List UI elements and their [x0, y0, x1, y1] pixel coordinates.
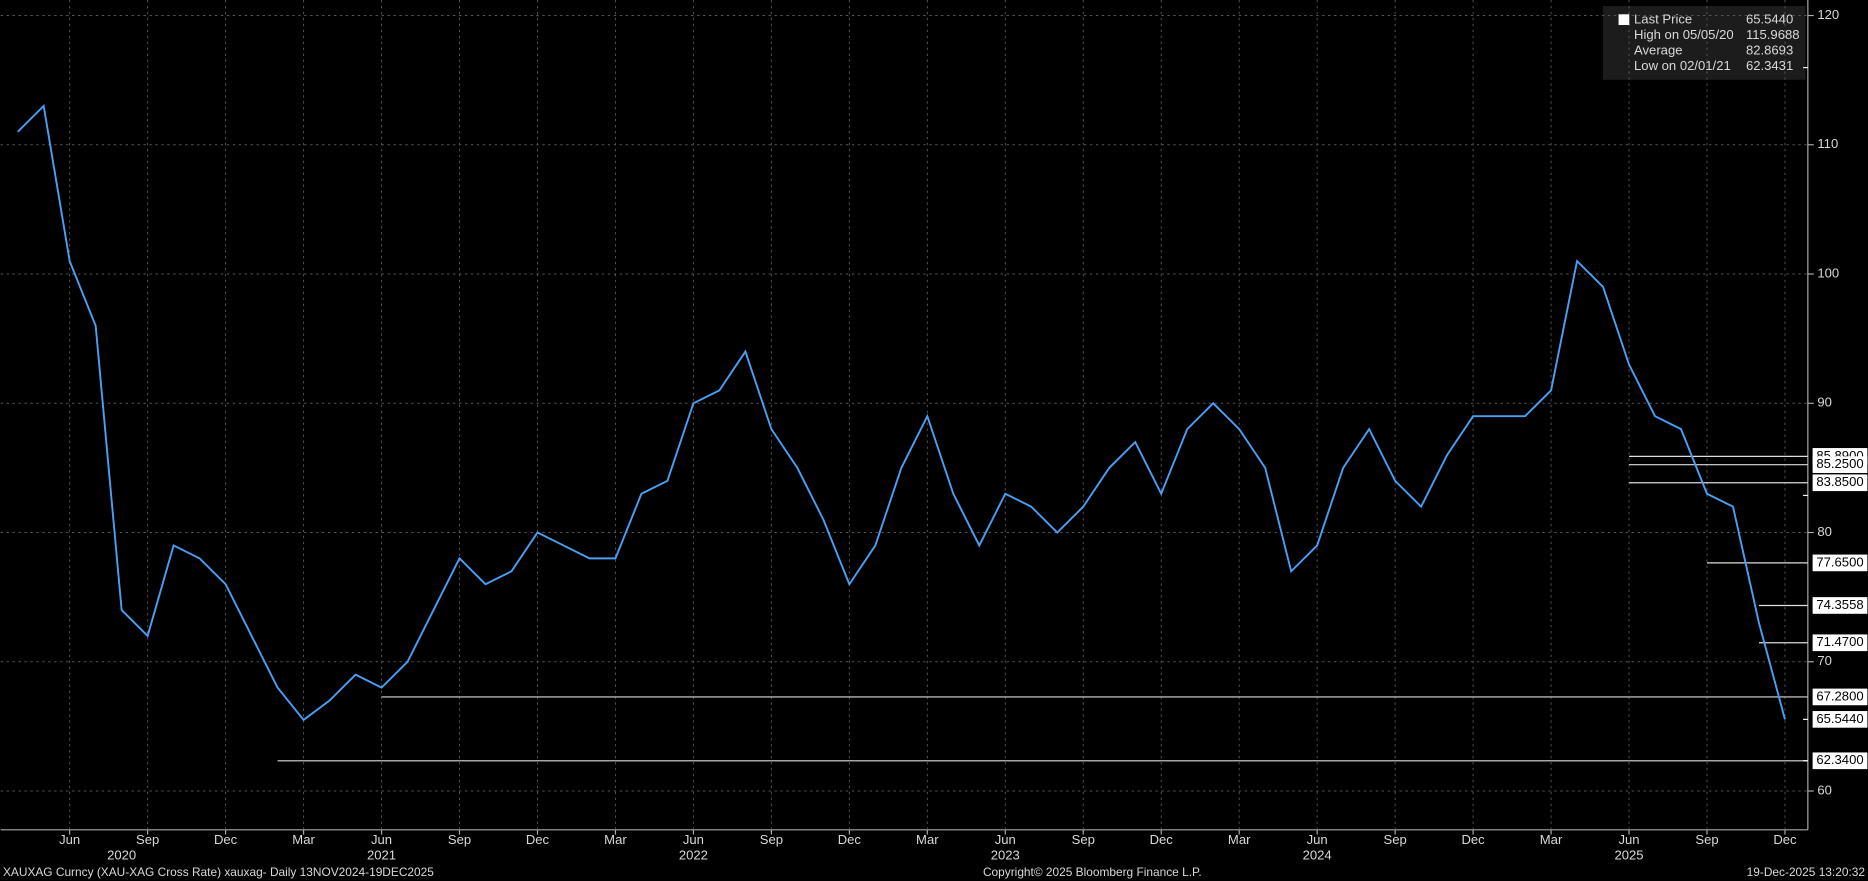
- legend-name: High on 05/05/20: [1634, 27, 1734, 42]
- x-tick-label: Dec: [214, 832, 238, 847]
- year-label: 2023: [991, 847, 1020, 862]
- legend-name: Average: [1634, 43, 1682, 58]
- x-tick-label: Sep: [1695, 832, 1718, 847]
- x-tick-label: Jun: [1307, 832, 1328, 847]
- level-label-box: [1812, 554, 1868, 572]
- y-tick-label: 120: [1817, 7, 1839, 22]
- level-label-box: [1812, 456, 1868, 473]
- y-tick-label: 70: [1817, 653, 1832, 668]
- legend-value: 62.3431: [1746, 58, 1793, 73]
- legend-box: [1603, 5, 1806, 80]
- x-tick-label: Mar: [1540, 832, 1563, 847]
- x-tick-label: Sep: [136, 832, 159, 847]
- y-tick-label: 100: [1817, 265, 1839, 280]
- legend-name: Low on 02/01/21: [1634, 58, 1731, 73]
- legend-name: Last Price: [1634, 12, 1692, 27]
- x-tick-label: Sep: [1072, 832, 1095, 847]
- last-price-box: [1812, 711, 1868, 728]
- y-tick-label: 110: [1817, 136, 1838, 151]
- year-label: 2021: [367, 847, 396, 862]
- x-tick-label: Jun: [371, 832, 392, 847]
- x-tick-label: Mar: [292, 832, 315, 847]
- legend-value: 65.5440: [1746, 12, 1793, 27]
- x-tick-label: Jun: [995, 832, 1016, 847]
- year-label: 2025: [1614, 847, 1643, 862]
- level-label: 71.4700: [1816, 634, 1863, 649]
- x-tick-label: Jun: [59, 832, 80, 847]
- x-tick-label: Jun: [683, 832, 704, 847]
- year-label: 2022: [679, 847, 708, 862]
- level-label: 83.8500: [1816, 474, 1863, 489]
- level-label-box: [1812, 634, 1868, 652]
- legend-value: 82.8693: [1746, 43, 1793, 58]
- level-label: 85.2500: [1816, 456, 1863, 471]
- x-tick-label: Jun: [1618, 832, 1639, 847]
- x-tick-label: Sep: [1383, 832, 1406, 847]
- footer-center: Copyright© 2025 Bloomberg Finance L.P.: [983, 865, 1202, 879]
- level-label: 77.6500: [1816, 554, 1863, 569]
- x-tick-label: Dec: [1150, 832, 1174, 847]
- level-label-box: [1812, 688, 1868, 706]
- x-tick-label: Sep: [448, 832, 471, 847]
- price-line: [17, 104, 1786, 722]
- level-label: 74.3558: [1816, 597, 1863, 612]
- level-label: 62.3400: [1816, 752, 1863, 767]
- y-tick-label: 80: [1817, 524, 1832, 539]
- footer-left: XAUXAG Curncy (XAU-XAG Cross Rate) xauxa…: [3, 865, 434, 879]
- x-tick-label: Dec: [1461, 832, 1485, 847]
- x-tick-label: Mar: [916, 832, 939, 847]
- x-tick-label: Mar: [604, 832, 627, 847]
- x-tick-label: Dec: [526, 832, 550, 847]
- legend-value: 115.9688: [1746, 27, 1800, 42]
- year-label: 2024: [1303, 847, 1332, 862]
- y-tick-label: 90: [1817, 395, 1832, 410]
- level-label-box: [1812, 597, 1868, 614]
- level-label: 67.2800: [1816, 688, 1863, 703]
- level-label-box: [1812, 474, 1868, 492]
- level-label-box: [1812, 752, 1868, 770]
- last-price-label: 65.5440: [1816, 711, 1863, 726]
- x-tick-label: Dec: [838, 832, 862, 847]
- x-tick-label: Dec: [1773, 832, 1797, 847]
- x-tick-label: Sep: [760, 832, 783, 847]
- footer-right: 19-Dec-2025 13:20:32: [1747, 865, 1866, 879]
- year-label: 2020: [107, 847, 136, 862]
- y-tick-label: 60: [1817, 782, 1832, 797]
- legend-swatch: [1618, 14, 1630, 26]
- x-tick-label: Mar: [1228, 832, 1251, 847]
